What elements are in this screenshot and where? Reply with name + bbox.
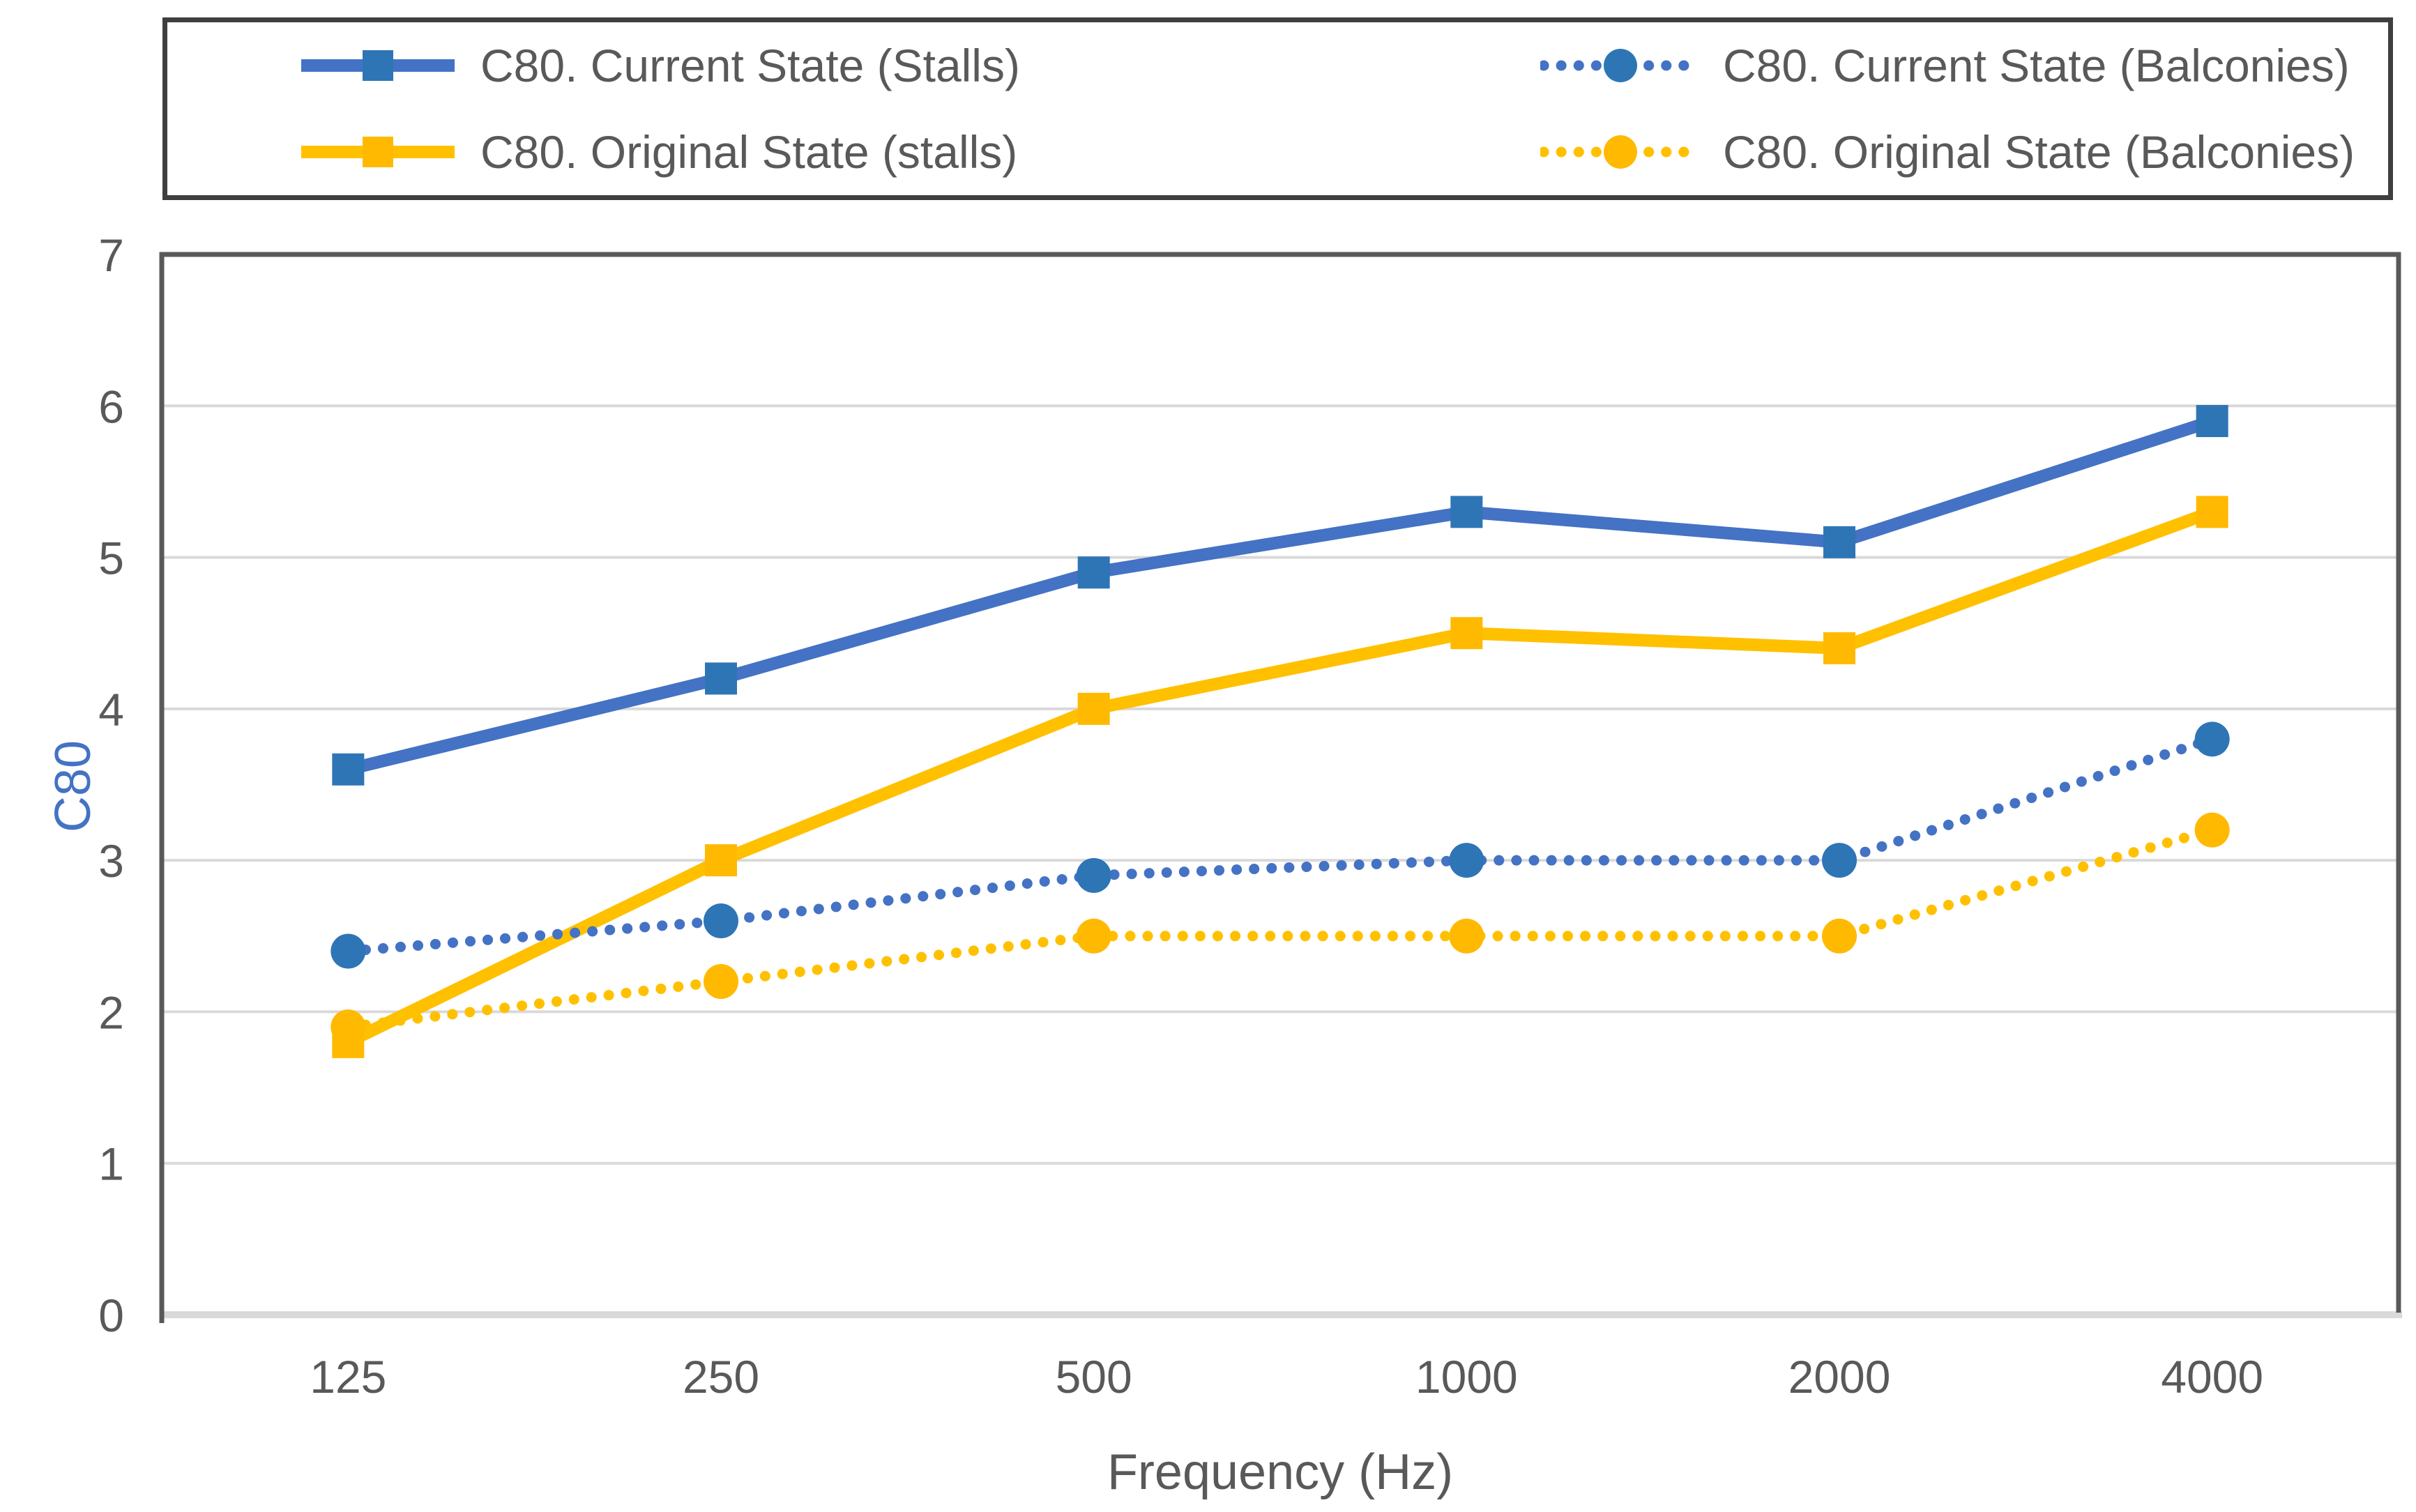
legend-swatch-marker <box>363 137 393 167</box>
y-tick-label-7: 7 <box>98 229 124 281</box>
legend-label-current-stalls: C80. Current State (Stalls) <box>480 40 1020 91</box>
marker-s0-p5 <box>2196 405 2228 438</box>
marker-s1-p4 <box>1823 632 1855 664</box>
x-tick-label-500: 500 <box>1056 1351 1132 1403</box>
marker-s2-p4 <box>1822 843 1857 878</box>
series-line-0 <box>347 415 2214 776</box>
legend-swatch-marker <box>1604 49 1637 82</box>
marker-s2-p2 <box>1076 857 1111 893</box>
legend: C80. Current State (Stalls) C80. Current… <box>162 17 2393 200</box>
x-tick-label-1000: 1000 <box>1415 1351 1518 1403</box>
y-tick-label-3: 3 <box>98 835 124 887</box>
marker-s3-p5 <box>2194 812 2230 848</box>
marker-s2-p3 <box>1449 843 1484 878</box>
x-tick-label-4000: 4000 <box>2161 1351 2263 1403</box>
legend-item-original-balconies: C80. Original State (Balconies) <box>1540 109 2388 195</box>
legend-label-original-stalls: C80. Original State (stalls) <box>480 126 1018 178</box>
marker-s3-p4 <box>1822 918 1857 954</box>
marker-s0-p4 <box>1823 526 1855 558</box>
y-axis-title: C80 <box>45 740 101 833</box>
marker-s3-p2 <box>1076 918 1111 954</box>
marker-s1-p1 <box>705 844 737 877</box>
legend-swatch-original-stalls-icon <box>301 137 455 167</box>
marker-s1-p2 <box>1077 692 1110 725</box>
y-tick-label-1: 1 <box>98 1138 124 1190</box>
x-tick-label-125: 125 <box>310 1351 386 1403</box>
x-axis-title: Frequency (Hz) <box>1107 1444 1454 1500</box>
legend-swatch-original-balconies-icon <box>1540 135 1701 169</box>
x-tick-label-250: 250 <box>683 1351 759 1403</box>
series-line-1 <box>345 505 2214 1048</box>
marker-s0-p3 <box>1450 496 1483 528</box>
marker-s3-p3 <box>1449 918 1484 954</box>
marker-s0-p2 <box>1077 556 1110 589</box>
legend-item-current-balconies: C80. Current State (Balconies) <box>1540 22 2388 109</box>
y-tick-label-4: 4 <box>98 684 124 735</box>
legend-swatch-current-balconies-icon <box>1540 49 1701 82</box>
marker-s0-p0 <box>332 753 365 786</box>
legend-swatch-marker <box>1604 135 1637 169</box>
marker-s3-p1 <box>704 963 738 999</box>
marker-s1-p3 <box>1450 617 1483 650</box>
legend-item-original-stalls: C80. Original State (stalls) <box>298 109 1540 195</box>
legend-swatch-current-stalls-icon <box>301 50 455 81</box>
marker-s3-p0 <box>331 1009 366 1045</box>
marker-s2-p1 <box>704 903 738 939</box>
legend-label-current-balconies: C80. Current State (Balconies) <box>1723 40 2350 91</box>
legend-swatch-marker <box>363 50 393 81</box>
series-line-2 <box>342 733 2218 957</box>
legend-item-current-stalls: C80. Current State (Stalls) <box>298 22 1540 109</box>
marker-s2-p5 <box>2194 721 2230 757</box>
marker-s1-p5 <box>2196 496 2228 528</box>
legend-label-original-balconies: C80. Original State (Balconies) <box>1723 126 2355 178</box>
x-tick-label-2000: 2000 <box>1788 1351 1891 1403</box>
marker-s0-p1 <box>705 662 737 695</box>
series-line-3 <box>342 825 2218 1032</box>
y-tick-label-5: 5 <box>98 533 124 584</box>
marker-s2-p0 <box>331 933 366 969</box>
y-tick-label-0: 0 <box>98 1290 124 1341</box>
y-tick-label-6: 6 <box>98 381 124 432</box>
y-tick-label-2: 2 <box>98 986 124 1038</box>
